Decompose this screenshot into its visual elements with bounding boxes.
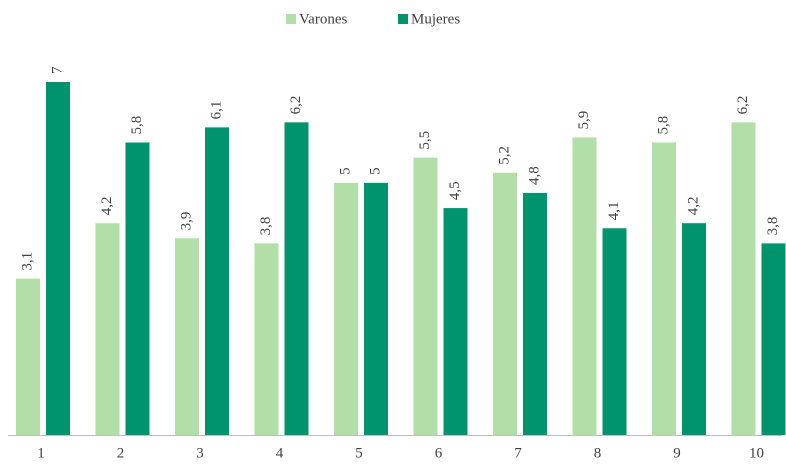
- data-label: 5,9: [576, 111, 592, 130]
- bar: [652, 142, 676, 435]
- x-tick-label: 5: [355, 445, 363, 461]
- x-tick-label: 1: [37, 445, 45, 461]
- bar: [443, 208, 468, 435]
- bar: [493, 172, 517, 435]
- data-label: 4,1: [606, 201, 622, 220]
- data-label: 4,2: [99, 196, 115, 215]
- data-label: 4,2: [685, 196, 701, 215]
- bar: [125, 142, 150, 435]
- x-tick-label: 8: [594, 445, 602, 461]
- bar: [95, 223, 120, 435]
- data-label: 6,2: [288, 96, 304, 115]
- bar: [602, 228, 627, 435]
- x-tick-label: 6: [435, 445, 443, 461]
- bar: [46, 82, 70, 435]
- data-label: 7: [49, 66, 65, 74]
- data-label: 6,2: [735, 96, 751, 115]
- data-label: 5,2: [496, 146, 512, 165]
- data-label: 3,1: [19, 252, 35, 271]
- legend-label: Mujeres: [411, 11, 460, 27]
- data-label: 5: [337, 167, 353, 175]
- data-label: 5,8: [129, 116, 145, 135]
- legend-label: Varones: [299, 11, 347, 27]
- data-label: 5,8: [655, 116, 671, 135]
- x-tick-label: 3: [196, 445, 204, 461]
- legend-swatch: [398, 14, 408, 24]
- data-label: 4,5: [447, 181, 463, 200]
- bar: [16, 278, 40, 435]
- x-tick-label: 4: [276, 445, 284, 461]
- bar: [523, 192, 547, 435]
- data-label: 4,8: [526, 166, 542, 185]
- bar: [682, 223, 706, 435]
- bar: [761, 243, 786, 435]
- legend-swatch: [286, 14, 296, 24]
- bar: [413, 157, 438, 435]
- bar: [572, 137, 597, 435]
- bar: [254, 243, 279, 435]
- data-label: 3,8: [765, 217, 781, 236]
- bar: [731, 122, 756, 435]
- data-label: 3,9: [178, 212, 194, 231]
- data-label: 6,1: [208, 101, 224, 120]
- x-tick-label: 2: [117, 445, 125, 461]
- data-label: 5,5: [417, 131, 433, 150]
- x-tick-label: 10: [749, 445, 764, 461]
- bar: [205, 127, 229, 435]
- bar: [364, 182, 388, 435]
- data-label: 3,8: [258, 217, 274, 236]
- data-label: 5: [367, 167, 383, 175]
- x-tick-label: 9: [673, 445, 681, 461]
- x-tick-label: 7: [514, 445, 522, 461]
- bar: [284, 122, 309, 435]
- bar: [175, 238, 199, 435]
- bar: [334, 182, 358, 435]
